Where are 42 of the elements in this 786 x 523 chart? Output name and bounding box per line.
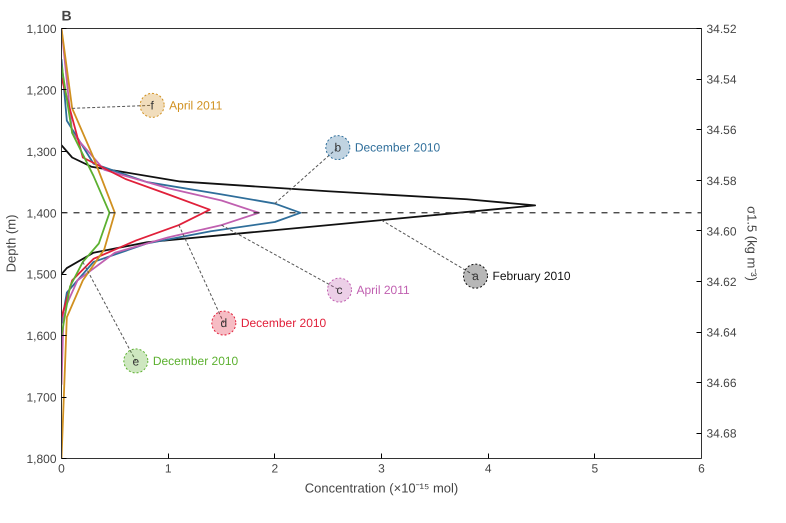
- y2-tick-label: 34.66: [706, 376, 737, 390]
- legend-label: December 2010: [152, 354, 239, 368]
- y-tick-label: 1,700: [26, 390, 57, 405]
- annotation: d: [220, 316, 228, 330]
- chart-title: B: [62, 8, 72, 24]
- y-tick-label: 1,500: [26, 268, 57, 282]
- x-tick-label: 3: [378, 462, 386, 476]
- y2-tick-label: 34.58: [706, 174, 737, 188]
- x-axis-title: Concentration (×10⁻¹⁵ mol): [304, 480, 458, 496]
- y2-tick-label: 34.52: [706, 22, 737, 36]
- legend-label: April 2011: [169, 98, 223, 112]
- x-tick-label: 5: [591, 462, 598, 476]
- y2-tick-label: 34.68: [706, 426, 737, 441]
- legend-label: February 2010: [492, 269, 571, 284]
- annotation: b: [334, 140, 342, 155]
- y-tick-label: 1,200: [26, 83, 57, 98]
- line-series: [62, 28, 116, 458]
- y-axis-title: Depth (m): [3, 214, 18, 272]
- y2-tick-label: 34.56: [706, 123, 737, 138]
- y2-tick-label: 34.60: [706, 224, 737, 238]
- legend-label: December 2010: [240, 316, 327, 330]
- annotation: e: [132, 354, 140, 368]
- y2-tick-label: 34.62: [706, 274, 737, 289]
- y-tick-label: 1,100: [26, 22, 57, 36]
- x-tick-label: 6: [698, 462, 706, 476]
- y-tick-label: 1,300: [26, 144, 57, 159]
- y2-tick-label: 34.64: [706, 326, 737, 340]
- y-tick-label: 1,800: [26, 452, 57, 466]
- annotation: a: [472, 269, 480, 284]
- x-tick-label: 4: [484, 462, 492, 476]
- legend-label: April 2011: [356, 283, 410, 298]
- annotation: f: [150, 98, 154, 112]
- x-tick-label: 2: [271, 462, 278, 476]
- y-tick-label: 1,600: [26, 329, 57, 344]
- line-series: [62, 64, 110, 337]
- y-tick-label: 1,400: [26, 206, 57, 220]
- y2-axis-title: σ1.5 (kg m⁻³): [744, 206, 760, 281]
- annotation: c: [336, 283, 342, 298]
- legend-label: December 2010: [354, 140, 441, 155]
- y2-tick-label: 34.54: [706, 72, 737, 87]
- x-tick-label: 0: [58, 462, 66, 476]
- x-tick-label: 1: [164, 462, 172, 476]
